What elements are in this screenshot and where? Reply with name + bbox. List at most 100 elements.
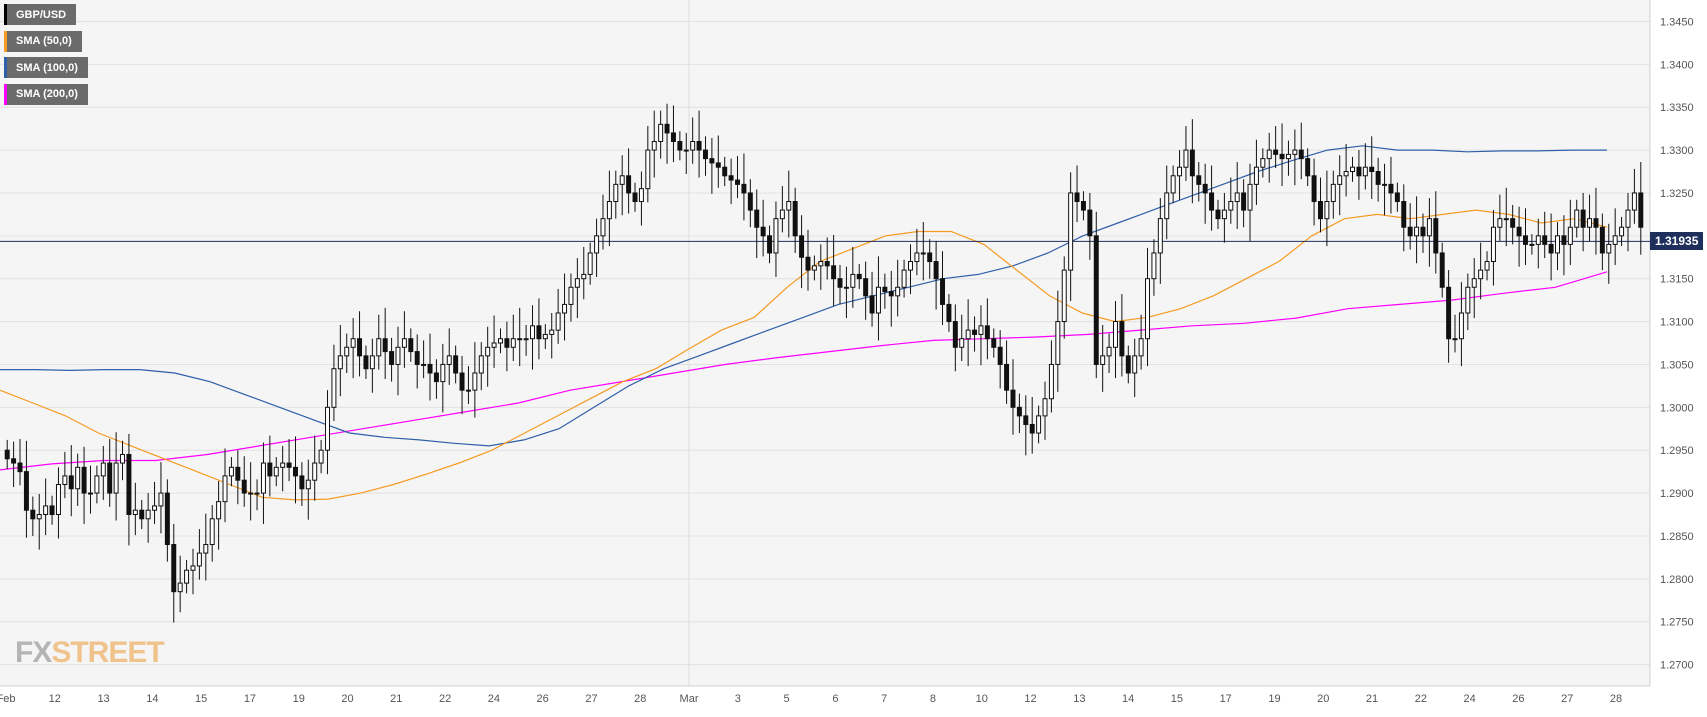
candle-bull xyxy=(786,201,792,211)
candle-bear xyxy=(1548,243,1554,254)
candle-bull xyxy=(465,389,471,392)
candle-bull xyxy=(1177,166,1183,177)
candle-bull xyxy=(196,552,202,567)
legend-item-sma50[interactable]: SMA (50,0) xyxy=(4,30,82,52)
candle-bull xyxy=(1324,201,1330,220)
candle-bear xyxy=(1580,209,1586,228)
candle-bull xyxy=(600,218,606,237)
candle-bear xyxy=(139,509,145,520)
candle-bull xyxy=(55,483,61,515)
candle-bear xyxy=(241,479,247,494)
legend-item-sma200[interactable]: SMA (200,0) xyxy=(4,83,88,105)
candle-bear xyxy=(1202,183,1208,194)
y-tick-label: 1.2700 xyxy=(1660,660,1694,672)
x-tick-label: 22 xyxy=(439,693,451,705)
candle-bull xyxy=(1490,226,1496,263)
candle-bear xyxy=(1317,201,1323,220)
candle-bear xyxy=(824,261,830,267)
candle-bull xyxy=(1631,192,1637,211)
candle-bull xyxy=(613,183,619,203)
candle-bear xyxy=(171,544,177,593)
y-tick-label: 1.2900 xyxy=(1660,488,1694,500)
candle-bull xyxy=(318,449,324,464)
candle-bear xyxy=(1394,192,1400,203)
x-tick-label: 19 xyxy=(1268,693,1280,705)
candle-bull xyxy=(606,201,612,220)
candle-bull xyxy=(401,338,407,348)
candle-bull xyxy=(184,569,190,584)
y-tick-label: 1.3150 xyxy=(1660,274,1694,286)
candle-bear xyxy=(1215,209,1221,220)
candle-bear xyxy=(164,492,170,546)
candle-bear xyxy=(946,303,952,323)
candle-bull xyxy=(1157,218,1163,254)
candle-bear xyxy=(235,466,241,481)
candle-bear xyxy=(1241,192,1247,211)
candle-bull xyxy=(485,346,491,357)
candle-bear xyxy=(799,235,805,258)
candle-bear xyxy=(1542,235,1548,245)
candle-bull xyxy=(683,149,689,152)
x-tick-label: 26 xyxy=(537,693,549,705)
sma-200-line xyxy=(0,271,1608,471)
candle-bull xyxy=(1112,321,1118,348)
candle-bull xyxy=(440,363,446,383)
candle-bull xyxy=(1503,218,1509,221)
candle-bull xyxy=(273,466,279,477)
x-tick-label: 8 xyxy=(930,693,936,705)
y-tick-label: 1.2950 xyxy=(1660,445,1694,457)
candle-bear xyxy=(856,273,862,280)
candle-bull xyxy=(1535,235,1541,245)
candle-bull xyxy=(43,505,49,515)
candle-bull xyxy=(920,252,926,255)
candle-bull xyxy=(1330,183,1336,203)
candle-bear xyxy=(1093,235,1099,365)
legend-item-pair[interactable]: GBP/USD xyxy=(4,4,77,25)
candle-bear xyxy=(728,175,734,181)
candle-bear xyxy=(1388,183,1394,194)
candle-bear xyxy=(1561,235,1567,245)
x-tick-label: 27 xyxy=(1561,693,1573,705)
candle-bull xyxy=(1247,183,1253,211)
candle-bull xyxy=(1529,243,1535,246)
y-tick-label: 1.3100 xyxy=(1660,317,1694,329)
candle-bear xyxy=(626,175,632,194)
sma-100-line xyxy=(0,145,1607,447)
candle-bull xyxy=(395,346,401,365)
candle-bull xyxy=(1497,218,1503,228)
candle-bull xyxy=(209,518,215,546)
candle-bull xyxy=(1100,355,1106,365)
candle-bull xyxy=(337,355,343,370)
candle-bull xyxy=(145,509,151,520)
candle-bull xyxy=(1452,338,1458,341)
legend-item-sma100[interactable]: SMA (100,0) xyxy=(4,57,88,78)
x-tick-label: 10 xyxy=(976,693,988,705)
y-tick-label: 1.3400 xyxy=(1660,59,1694,71)
candle-bear xyxy=(286,462,292,468)
candle-bull xyxy=(1183,149,1189,168)
candle-bear xyxy=(427,363,433,374)
candle-bull xyxy=(978,325,984,335)
candle-bear xyxy=(1029,423,1035,434)
candle-bear xyxy=(837,278,843,288)
x-tick-label: 7 xyxy=(881,693,887,705)
candle-bear xyxy=(1401,201,1407,228)
candle-bear xyxy=(997,346,1003,365)
candle-bull xyxy=(1068,192,1074,271)
candle-bear xyxy=(805,256,811,271)
legend-swatch xyxy=(4,57,7,78)
candle-bear xyxy=(760,226,766,237)
candle-bear xyxy=(1273,149,1279,155)
candle-bull xyxy=(36,514,42,520)
candle-bull xyxy=(1164,192,1170,220)
candle-bull xyxy=(779,209,785,220)
candle-bear xyxy=(735,179,741,185)
candle-bull xyxy=(1574,209,1580,228)
legend-label: SMA (50,0) xyxy=(16,35,72,47)
candle-bull xyxy=(1138,338,1144,357)
candle-bear xyxy=(382,338,388,353)
candle-bear xyxy=(991,338,997,348)
candle-bear xyxy=(1407,226,1413,237)
candle-bear xyxy=(1305,158,1311,177)
legend-swatch xyxy=(4,30,7,52)
